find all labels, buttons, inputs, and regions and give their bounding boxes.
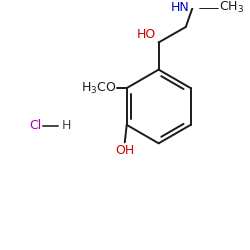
Text: OH: OH — [115, 144, 134, 157]
Text: H: H — [62, 119, 71, 132]
Text: Cl: Cl — [29, 119, 42, 132]
Text: CH$_3$: CH$_3$ — [219, 0, 244, 15]
Text: HN: HN — [171, 1, 190, 14]
Text: H$_3$CO: H$_3$CO — [81, 80, 116, 96]
Text: HO: HO — [136, 28, 156, 40]
